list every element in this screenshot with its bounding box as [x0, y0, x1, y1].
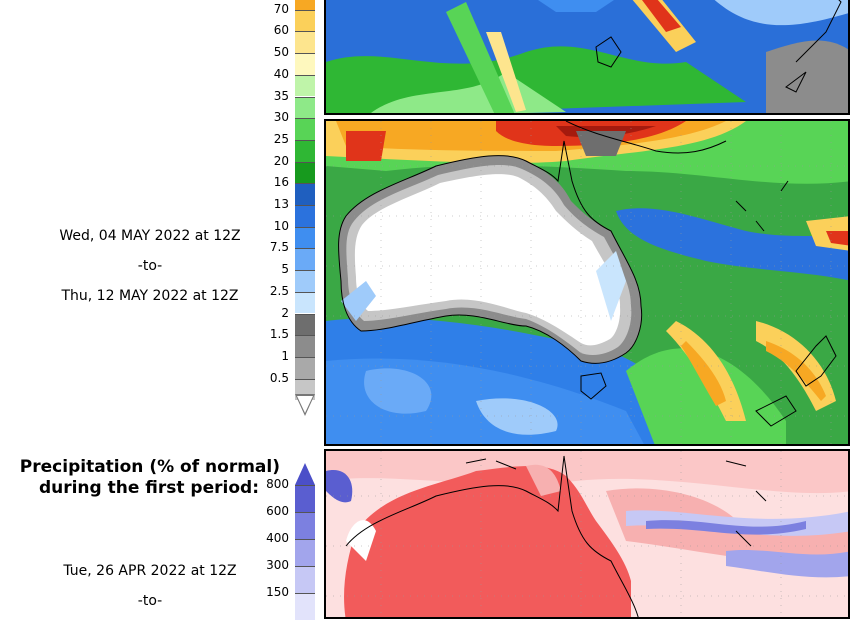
precip-colorbar-tick-label: 35 — [273, 88, 289, 103]
anomaly-map-bottom — [326, 451, 848, 617]
precip-colorbar-segment — [295, 96, 315, 119]
precip-colorbar-segment — [295, 31, 315, 54]
anomaly-colorbar-tick-label: 300 — [266, 558, 289, 572]
precip-colorbar-tick-label: 40 — [273, 66, 289, 81]
precip-colorbar-segment — [295, 270, 315, 292]
precip-colorbar-segment — [295, 139, 315, 162]
precip-colorbar-segment — [295, 205, 315, 227]
anomaly-period-to: -to- — [137, 593, 163, 609]
anomaly-colorbar — [295, 485, 315, 620]
precip-colorbar-tick-label: 0.5 — [269, 370, 289, 385]
precip-colorbar-segment — [295, 226, 315, 249]
precip-colorbar-tick-label: 1.5 — [269, 327, 289, 342]
precip-colorbar-segment — [295, 248, 315, 271]
precip-colorbar-segment — [295, 161, 315, 184]
anomaly-title-line1: Precipitation (% of normal) — [19, 457, 280, 477]
precip-colorbar-tick-label: 2.5 — [269, 283, 289, 298]
anomaly-colorbar-end-triangle — [295, 463, 315, 485]
map-panel-middle — [324, 119, 850, 446]
period-to: -to- — [137, 258, 163, 274]
anomaly-colorbar-segment — [295, 593, 315, 620]
anomaly-title-line2: during the first period: — [38, 478, 259, 498]
precip-colorbar-tick-label: 30 — [273, 110, 289, 125]
anomaly-colorbar-tick-label: 400 — [266, 531, 289, 545]
precip-colorbar-tick-label: 70 — [273, 1, 289, 16]
anomaly-colorbar-segment — [295, 485, 315, 512]
precip-colorbar-tick-label: 1 — [281, 348, 289, 363]
precipitation-colorbar — [295, 0, 315, 401]
precip-colorbar-tick-label: 50 — [273, 45, 289, 60]
precip-colorbar-segment — [295, 118, 315, 140]
anomaly-period-start: Tue, 26 APR 2022 at 12Z — [63, 563, 237, 579]
anomaly-colorbar-tick-label: 800 — [266, 477, 289, 491]
period-end: Thu, 12 MAY 2022 at 12Z — [61, 288, 239, 304]
precip-colorbar-segment — [295, 53, 315, 75]
anomaly-colorbar-segment — [295, 566, 315, 593]
precip-colorbar-segment — [295, 313, 315, 336]
precip-colorbar-tick-label: 60 — [273, 23, 289, 38]
anomaly-colorbar-segment — [295, 539, 315, 566]
colorbar-end-triangle-fill — [297, 396, 313, 413]
anomaly-colorbar-segment — [295, 512, 315, 539]
precip-colorbar-tick-label: 25 — [273, 131, 289, 146]
precip-colorbar-segment — [295, 74, 315, 97]
precip-colorbar-segment — [295, 183, 315, 205]
precip-colorbar-segment — [295, 0, 315, 10]
period-start: Wed, 04 MAY 2022 at 12Z — [59, 228, 241, 244]
precip-colorbar-segment — [295, 9, 315, 32]
precip-map-middle — [326, 121, 848, 444]
precip-colorbar-tick-label: 2 — [281, 305, 289, 320]
precip-colorbar-tick-label: 16 — [273, 175, 289, 190]
precip-colorbar-segment — [295, 291, 315, 314]
precip-colorbar-tick-label: 7.5 — [269, 240, 289, 255]
precip-colorbar-segment — [295, 335, 315, 357]
map-panel-top — [324, 0, 850, 115]
map-panel-bottom — [324, 449, 850, 619]
anomaly-colorbar-tick-label: 600 — [266, 504, 289, 518]
precip-colorbar-tick-label: 20 — [273, 153, 289, 168]
anomaly-colorbar-tick-label: 150 — [266, 585, 289, 599]
precip-colorbar-tick-label: 10 — [273, 218, 289, 233]
precip-colorbar-segment — [295, 356, 315, 379]
precip-map-top — [326, 0, 848, 113]
precip-colorbar-tick-label: 5 — [281, 262, 289, 277]
precip-colorbar-tick-label: 13 — [273, 197, 289, 211]
